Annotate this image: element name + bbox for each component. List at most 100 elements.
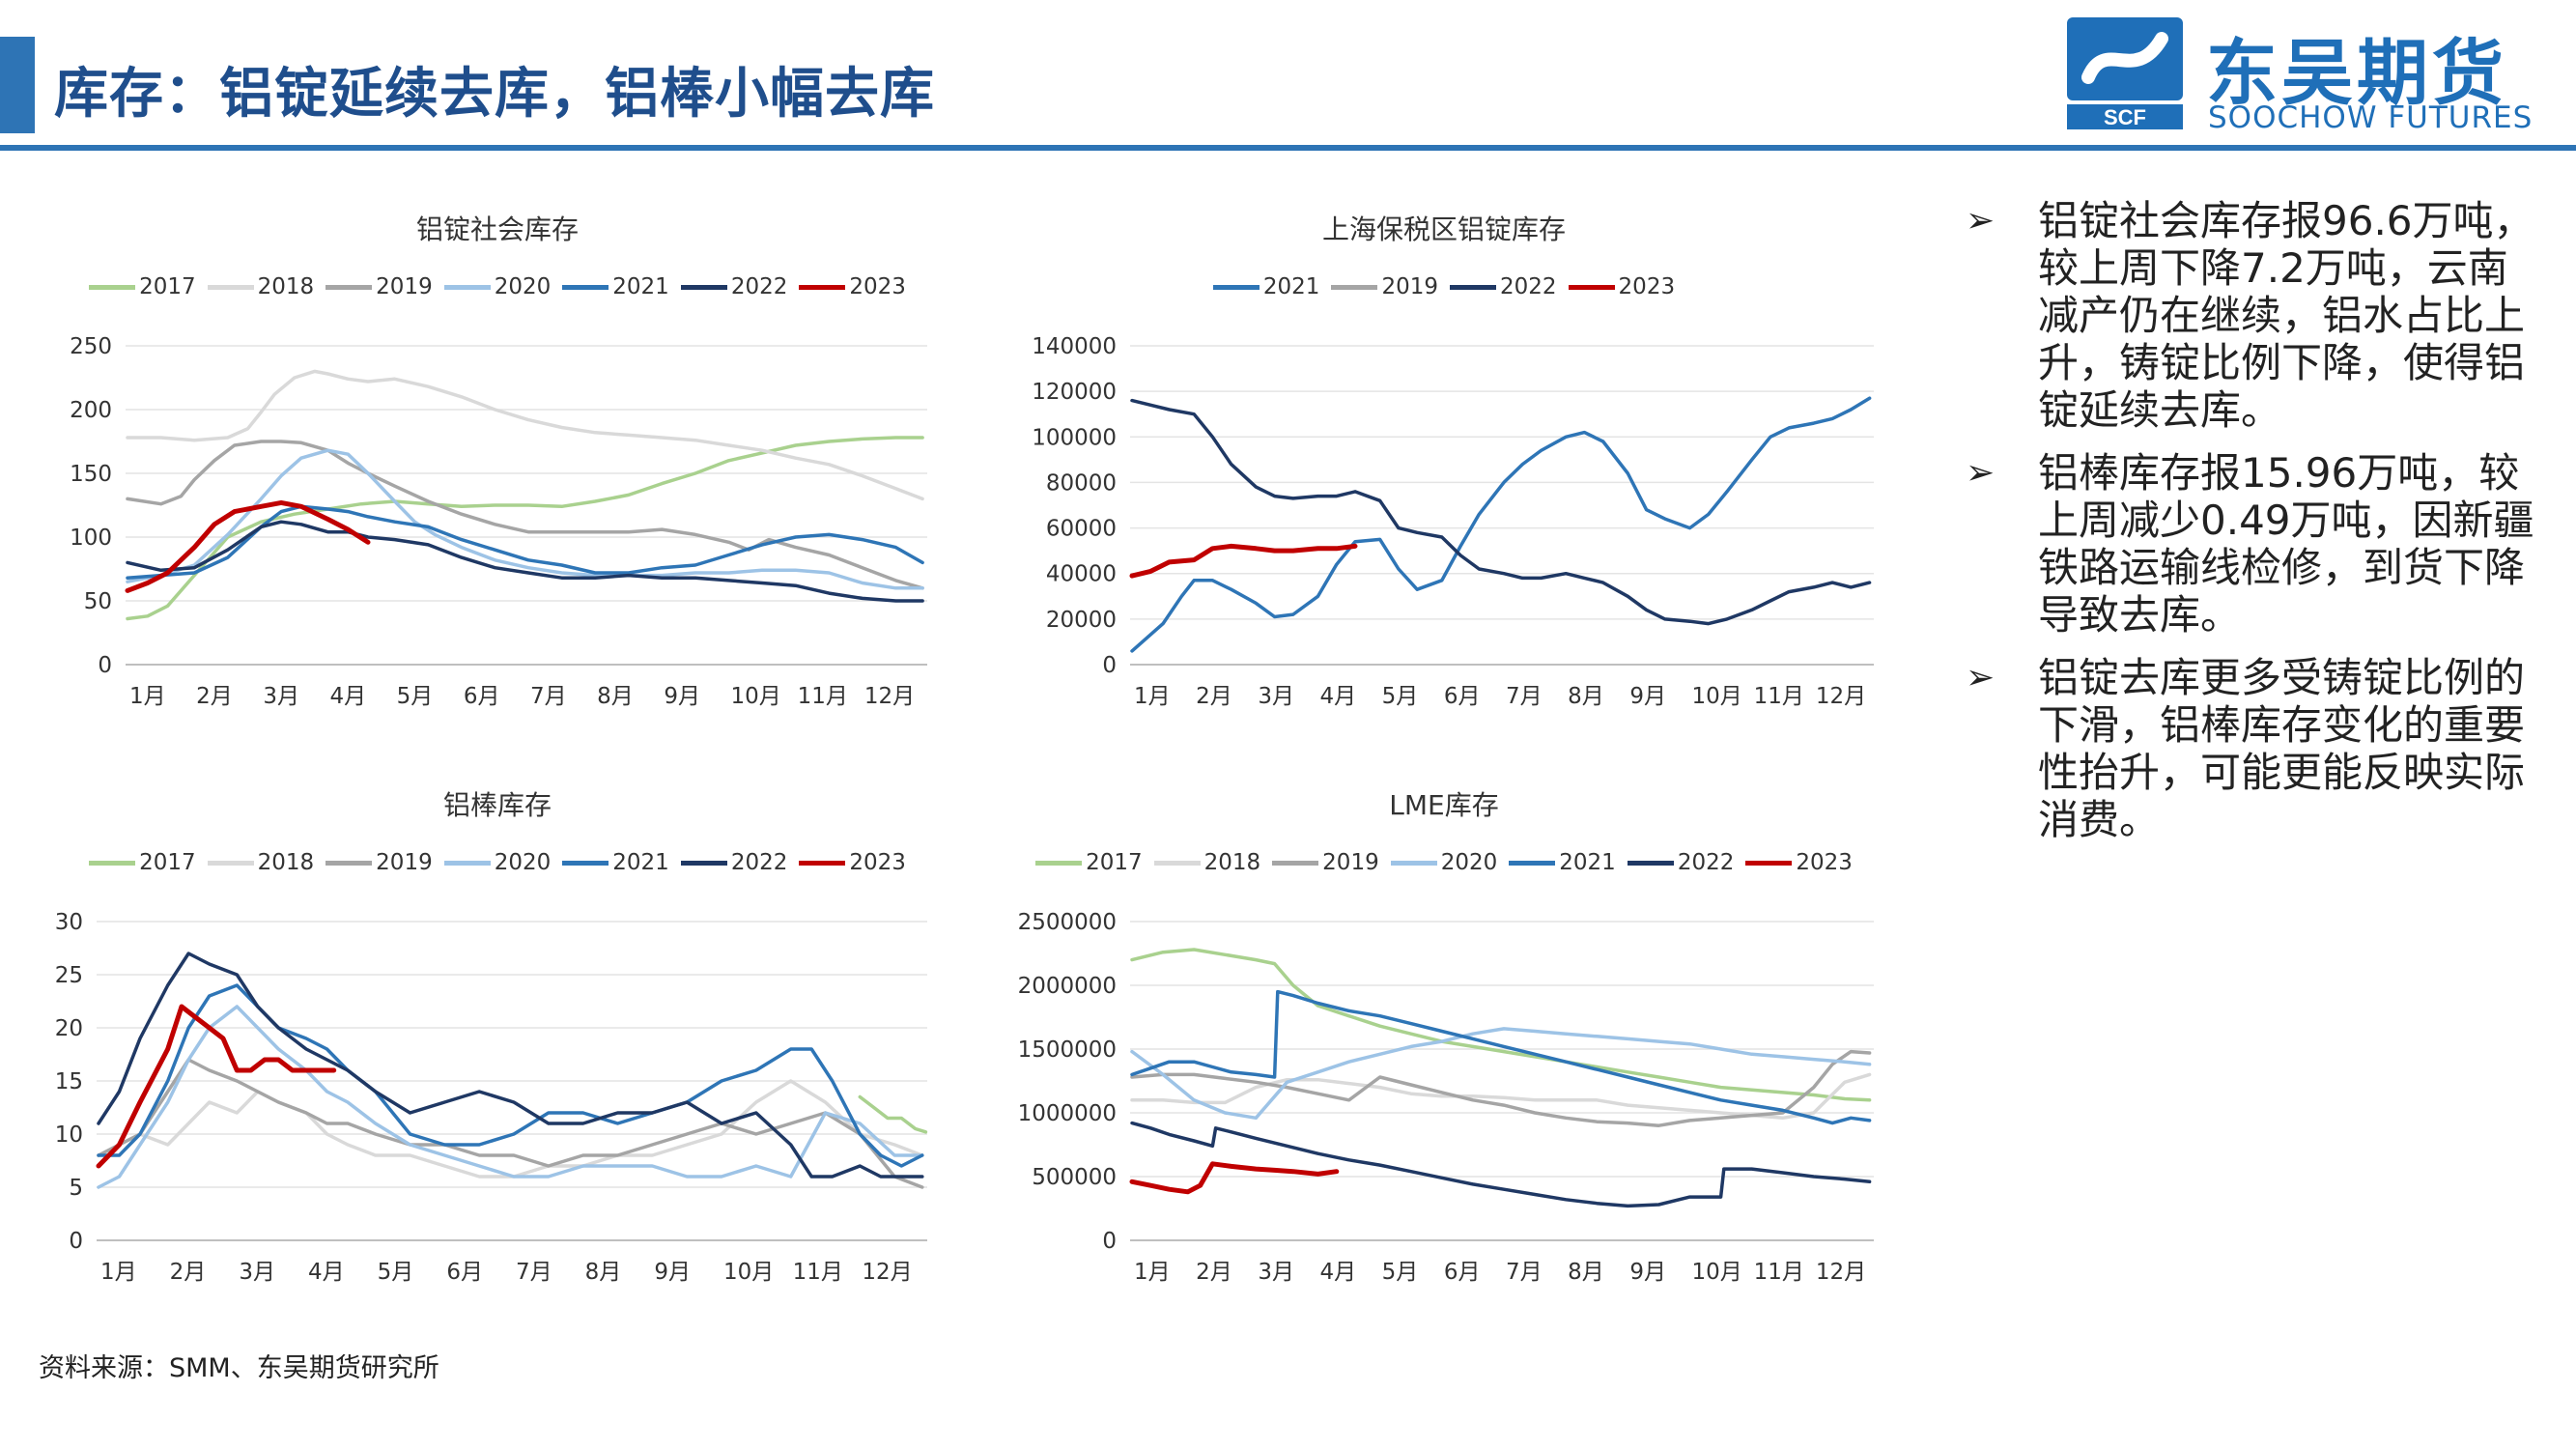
y-tick-label: 2000000 bbox=[1018, 974, 1117, 999]
legend-swatch bbox=[1450, 285, 1496, 290]
legend-item-2017: 2017 bbox=[89, 274, 196, 299]
legend-item-2023: 2023 bbox=[1568, 274, 1675, 299]
series-line-2020 bbox=[97, 1005, 924, 1189]
x-tick-label: 3月 bbox=[239, 1260, 275, 1285]
legend-swatch bbox=[1627, 861, 1674, 866]
x-tick-label: 5月 bbox=[397, 684, 434, 709]
legend-swatch bbox=[562, 861, 609, 866]
x-tick-label: 12月 bbox=[1816, 684, 1866, 709]
series-line-2022 bbox=[1130, 398, 1872, 626]
legend-label: 2022 bbox=[730, 274, 788, 299]
x-tick-label: 6月 bbox=[1444, 1260, 1481, 1285]
x-tick-label: 1月 bbox=[1134, 684, 1171, 709]
y-tick-label: 0 bbox=[98, 653, 112, 678]
x-tick-label: 5月 bbox=[378, 1260, 414, 1285]
legend-swatch bbox=[680, 861, 727, 866]
y-tick-label: 2500000 bbox=[1018, 910, 1117, 935]
y-tick-label: 1500000 bbox=[1018, 1037, 1117, 1063]
logo-mark-icon: SCF bbox=[2067, 17, 2183, 129]
legend-swatch bbox=[443, 861, 491, 866]
logo-name-cn: 东吴期货 bbox=[2206, 32, 2507, 115]
y-tick-label: 15 bbox=[55, 1069, 83, 1094]
logo-name-en: SOOCHOW FUTURES bbox=[2208, 100, 2534, 135]
x-tick-label: 2月 bbox=[170, 1260, 207, 1285]
x-tick-label: 11月 bbox=[1754, 1260, 1804, 1285]
legend-item-2021: 2021 bbox=[562, 850, 669, 875]
legend-swatch bbox=[1212, 285, 1260, 290]
x-tick-label: 4月 bbox=[308, 1260, 345, 1285]
legend-label: 2021 bbox=[1559, 850, 1616, 875]
y-tick-label: 140000 bbox=[1032, 334, 1117, 359]
series-line-2018 bbox=[126, 369, 924, 501]
series-line-2021 bbox=[1130, 989, 1872, 1125]
legend-item-2019: 2019 bbox=[1331, 274, 1438, 299]
series-line-2022 bbox=[1130, 1121, 1872, 1208]
legend-item-2019: 2019 bbox=[1272, 850, 1379, 875]
chart-legend: 2021 2019 2022 2023 bbox=[985, 274, 1903, 299]
legend-label: 2017 bbox=[1086, 850, 1143, 875]
legend-item-2021: 2021 bbox=[1509, 850, 1616, 875]
legend-label: 2019 bbox=[376, 850, 433, 875]
x-tick-label: 1月 bbox=[129, 684, 166, 709]
legend-swatch bbox=[562, 285, 609, 290]
commentary-text: 铝锭社会库存报96.6万吨，较上周下降7.2万吨，云南减产仍在继续，铝水占比上升… bbox=[2038, 197, 2534, 434]
x-tick-label: 5月 bbox=[1382, 1260, 1419, 1285]
y-tick-label: 40000 bbox=[1046, 562, 1117, 587]
legend-swatch bbox=[326, 285, 373, 290]
chart-plot: 0 20000 40000 60000 80000 100000 120000 140000 1… bbox=[1032, 334, 1874, 709]
x-tick-label: 6月 bbox=[446, 1260, 483, 1285]
x-tick-label: 2月 bbox=[1196, 684, 1232, 709]
series-line-2021 bbox=[126, 504, 924, 580]
y-tick-label: 150 bbox=[70, 462, 112, 487]
series-line-2023 bbox=[125, 499, 371, 593]
x-tick-label: 9月 bbox=[654, 1260, 691, 1285]
legend-item-2023: 2023 bbox=[799, 274, 906, 299]
company-logo: SCF 东吴期货 SOOCHOW FUTURES bbox=[2067, 15, 2569, 135]
legend-label: 2023 bbox=[849, 850, 906, 875]
commentary-text: 铝棒库存报15.96万吨，较上周减少0.49万吨，因新疆铁路运输线检修，到货下降… bbox=[2038, 449, 2534, 639]
series-line-2023 bbox=[1129, 1161, 1340, 1195]
x-tick-label: 6月 bbox=[464, 684, 500, 709]
y-tick-label: 80000 bbox=[1046, 470, 1117, 496]
series-line-2018 bbox=[97, 1079, 924, 1179]
y-tick-label: 25 bbox=[55, 963, 83, 988]
legend-item-2022: 2022 bbox=[680, 274, 788, 299]
legend-label: 2019 bbox=[376, 274, 433, 299]
series-line-2022 bbox=[97, 952, 924, 1179]
legend-swatch bbox=[207, 861, 254, 866]
chart-plot: 0 50 100 150 200 250 1月 2月 3月 4月 5月 6月 7月 8月 9月 10月 11月 1… bbox=[70, 334, 927, 709]
x-tick-label: 6月 bbox=[1444, 684, 1481, 709]
y-tick-label: 20000 bbox=[1046, 608, 1117, 633]
arrow-bullet-icon: ➢ bbox=[1966, 453, 1996, 493]
y-tick-label: 250 bbox=[70, 334, 112, 359]
chart-ingot-social-inventory: 铝锭社会库存 2017 2018 2019 2020 2021 2022 2023 0 50 1… bbox=[39, 203, 956, 724]
commentary-item: ➢ 铝锭去库更多受铸锭比例的下滑，铝棒库存变化的重要性抬升，可能更能反映实际消费… bbox=[1966, 654, 2545, 843]
x-tick-label: 2月 bbox=[196, 684, 233, 709]
x-tick-label: 10月 bbox=[723, 1260, 774, 1285]
legend-label: 2022 bbox=[730, 850, 788, 875]
arrow-bullet-icon: ➢ bbox=[1966, 658, 1996, 697]
series-line-2019 bbox=[1130, 1049, 1872, 1127]
chart-title: 铝锭社会库存 bbox=[415, 213, 579, 245]
series-line-2017 bbox=[1130, 948, 1872, 1102]
legend-label: 2017 bbox=[139, 850, 196, 875]
series-line-2023 bbox=[1129, 543, 1358, 579]
x-tick-label: 8月 bbox=[585, 1260, 622, 1285]
chart-legend: 2017 2018 2019 2020 2021 2022 2023 bbox=[39, 850, 956, 875]
y-tick-label: 200 bbox=[70, 398, 112, 423]
legend-item-2018: 2018 bbox=[207, 850, 314, 875]
x-tick-label: 10月 bbox=[1692, 1260, 1742, 1285]
x-tick-label: 3月 bbox=[1258, 684, 1294, 709]
legend-label: 2021 bbox=[1262, 274, 1320, 299]
source-note: 资料来源：SMM、东吴期货研究所 bbox=[39, 1353, 439, 1383]
y-tick-label: 0 bbox=[1102, 1229, 1117, 1254]
legend-item-2021: 2021 bbox=[1212, 274, 1320, 299]
legend-label: 2017 bbox=[139, 274, 196, 299]
x-tick-label: 10月 bbox=[1692, 684, 1742, 709]
x-tick-label: 10月 bbox=[731, 684, 781, 709]
legend-swatch bbox=[443, 285, 491, 290]
chart-lme-inventory: LME库存 2017 2018 2019 2020 2021 2022 2023 0 5000… bbox=[985, 779, 1903, 1300]
legend-label: 2023 bbox=[849, 274, 906, 299]
x-tick-label: 11月 bbox=[793, 1260, 843, 1285]
x-tick-label: 1月 bbox=[100, 1260, 137, 1285]
